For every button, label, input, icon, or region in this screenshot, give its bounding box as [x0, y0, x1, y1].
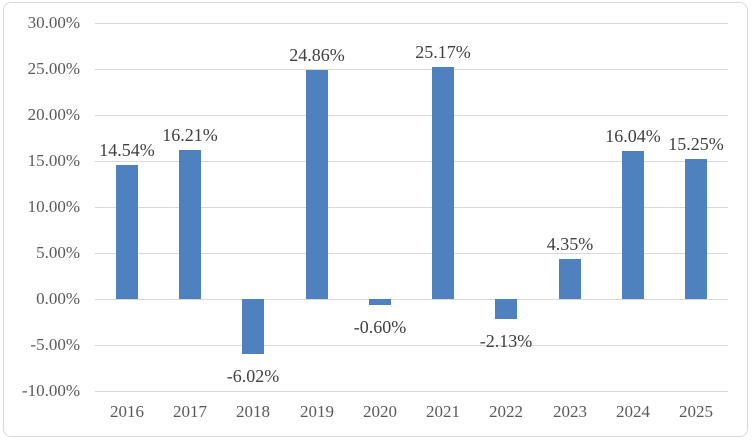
data-label-2025: 15.25%	[668, 134, 724, 154]
bar-2022	[495, 299, 517, 319]
bar-2021	[432, 67, 454, 299]
bar-2020	[369, 299, 391, 305]
gridline-5	[95, 253, 728, 254]
bar-2023	[559, 259, 581, 299]
data-label-2018: -6.02%	[226, 366, 280, 386]
bar-2025	[685, 159, 707, 299]
x-tick-label-2020: 2020	[363, 402, 397, 421]
gridline--10	[95, 391, 728, 392]
y-tick-label: 20.00%	[27, 105, 80, 124]
y-tick-label: -10.00%	[21, 381, 80, 400]
bar-2016	[116, 165, 138, 299]
data-label-2020: -0.60%	[353, 317, 407, 337]
y-tick-label: 0.00%	[36, 289, 80, 308]
x-tick-label-2024: 2024	[616, 402, 650, 421]
data-label-2023: 4.35%	[546, 234, 594, 254]
x-tick-label-2022: 2022	[489, 402, 523, 421]
x-tick-label-2018: 2018	[236, 402, 270, 421]
x-tick-label-2016: 2016	[110, 402, 144, 421]
gridline-20	[95, 115, 728, 116]
bar-2024	[622, 151, 644, 299]
data-label-2019: 24.86%	[289, 45, 345, 65]
y-tick-label: 10.00%	[27, 197, 80, 216]
bar-2018	[242, 299, 264, 354]
gridline--5	[95, 345, 728, 346]
x-tick-label-2017: 2017	[173, 402, 207, 421]
gridline-0	[95, 299, 728, 300]
data-label-2024: 16.04%	[605, 126, 661, 146]
bar-2017	[179, 150, 201, 299]
gridline-30	[95, 23, 728, 24]
chart-border	[3, 2, 748, 437]
gridline-25	[95, 69, 728, 70]
y-tick-label: 15.00%	[27, 151, 80, 170]
gridline-10	[95, 207, 728, 208]
x-tick-label-2025: 2025	[679, 402, 713, 421]
data-label-2021: 25.17%	[415, 42, 471, 62]
y-tick-label: 25.00%	[27, 59, 80, 78]
data-label-2017: 16.21%	[162, 125, 218, 145]
x-tick-label-2019: 2019	[300, 402, 334, 421]
data-label-2022: -2.13%	[479, 331, 533, 351]
y-tick-label: 5.00%	[36, 243, 80, 262]
data-label-2016: 14.54%	[99, 140, 155, 160]
gridline-15	[95, 161, 728, 162]
x-tick-label-2021: 2021	[426, 402, 460, 421]
y-tick-label: 30.00%	[27, 13, 80, 32]
x-tick-label-2023: 2023	[553, 402, 587, 421]
y-tick-label: -5.00%	[30, 335, 80, 354]
bar-2019	[306, 70, 328, 299]
